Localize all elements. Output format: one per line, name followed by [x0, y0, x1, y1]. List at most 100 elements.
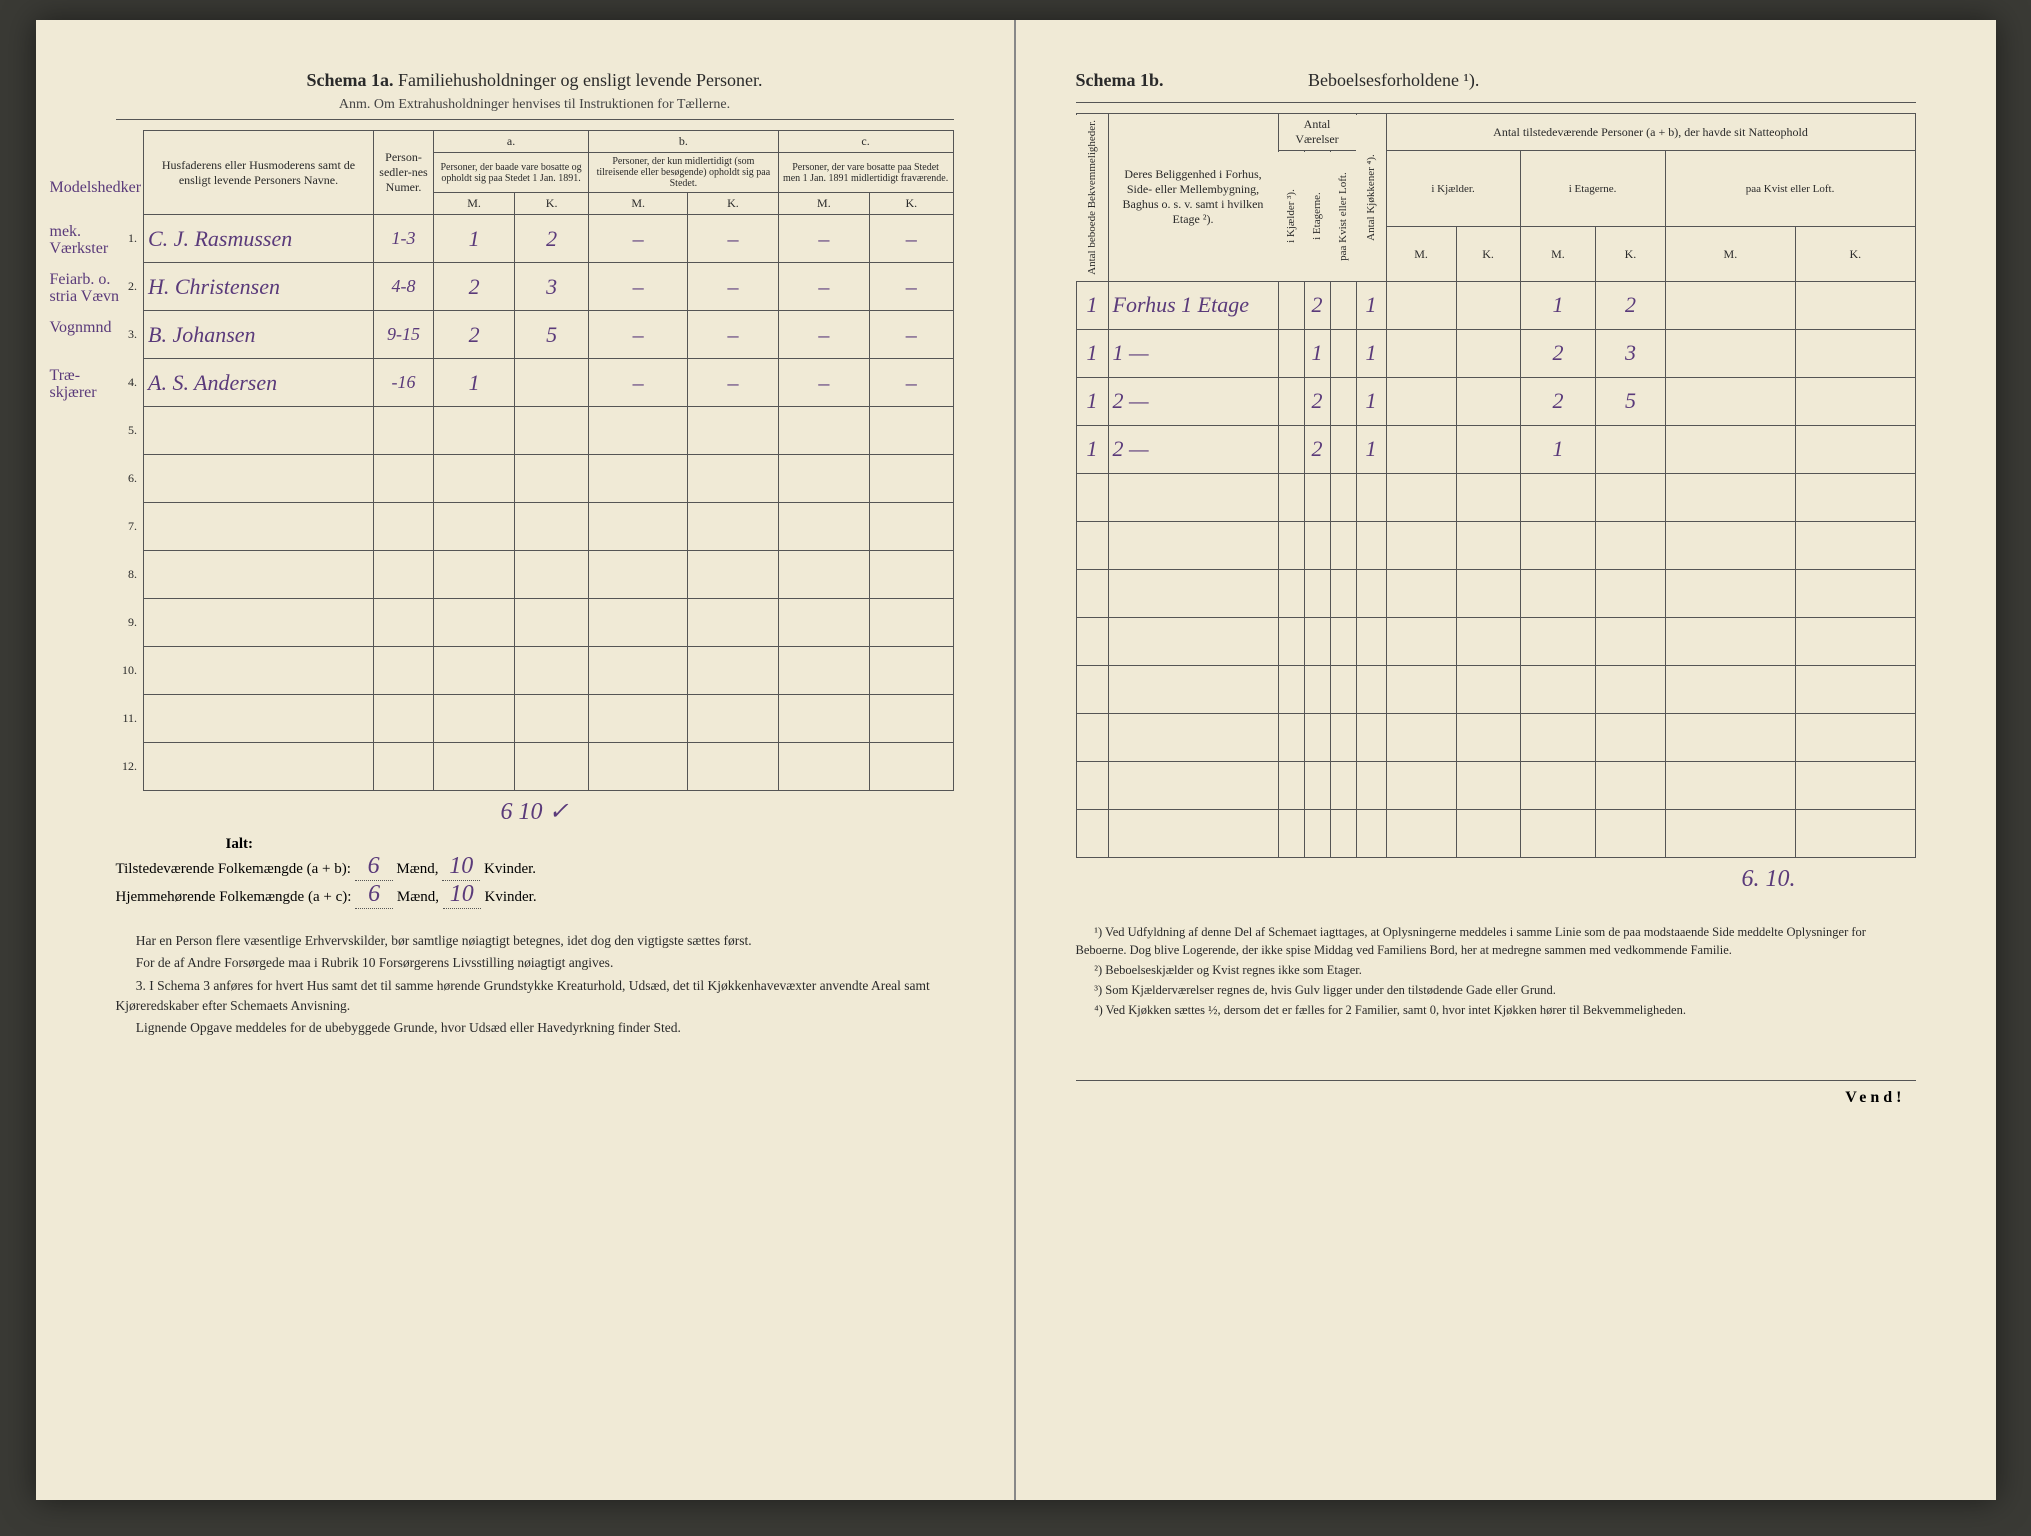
hdr-pers: Antal tilstedeværende Personer (a + b), … — [1386, 114, 1915, 151]
cell-bk: 1 — [1076, 425, 1108, 473]
t2-k: 10 — [443, 881, 481, 909]
cell-lM — [1665, 569, 1796, 617]
cell-cK: – — [870, 359, 953, 407]
margin-note: Vognmnd — [50, 320, 120, 337]
cell-aM — [434, 647, 515, 695]
table-row: 5. — [116, 407, 954, 455]
cell-lM — [1665, 665, 1796, 713]
cell-name — [144, 551, 374, 599]
cell-lK — [1796, 569, 1915, 617]
cell-bM — [589, 743, 688, 791]
cell-vL — [1330, 521, 1356, 569]
footnote-line: ²) Beboelseskjælder og Kvist regnes ikke… — [1076, 961, 1916, 979]
cell-vE — [1304, 713, 1330, 761]
cell-cK — [870, 503, 953, 551]
cell-bM — [589, 599, 688, 647]
cell-aM — [434, 407, 515, 455]
footnotes-left: Har en Person flere væsentlige Erhvervsk… — [116, 931, 954, 1038]
cell-aK — [515, 599, 589, 647]
cell-lK — [1796, 377, 1915, 425]
cell-lM — [1665, 281, 1796, 329]
cell-bK: – — [688, 359, 778, 407]
table-1a: Husfaderens eller Husmoderens samt de en… — [116, 130, 954, 791]
cell-loc — [1108, 473, 1278, 521]
footnote-line: For de af Andre Forsørgede maa i Rubrik … — [116, 953, 954, 973]
cell-kj — [1356, 473, 1386, 521]
cell-vE — [1304, 569, 1330, 617]
cell-vE: 2 — [1304, 425, 1330, 473]
cell-kK — [1456, 809, 1520, 857]
cell-vE: 2 — [1304, 281, 1330, 329]
hdr-kM: M. — [1386, 227, 1456, 282]
row-num: 2. — [116, 263, 144, 311]
cell-vK — [1278, 617, 1304, 665]
cell-lM — [1665, 473, 1796, 521]
hdr-p1: i Kjælder. — [1386, 151, 1520, 227]
cell-vK — [1278, 665, 1304, 713]
hdr-cK: K. — [870, 193, 953, 215]
cell-bk — [1076, 809, 1108, 857]
cell-lM — [1665, 521, 1796, 569]
cell-kK — [1456, 329, 1520, 377]
cell-kj — [1356, 809, 1386, 857]
cell-num: -16 — [374, 359, 434, 407]
cell-bk: 1 — [1076, 281, 1108, 329]
table-row: 1.C. J. Rasmussen1-312–––– — [116, 215, 954, 263]
cell-bM — [589, 503, 688, 551]
table-row: 4.A. S. Andersen-161–––– — [116, 359, 954, 407]
table-1a-body: 1.C. J. Rasmussen1-312––––2.H. Christens… — [116, 215, 954, 791]
row-num: 1. — [116, 215, 144, 263]
vend-label: Vend! — [1076, 1080, 1916, 1107]
cell-bk: 1 — [1076, 377, 1108, 425]
cell-kj: 1 — [1356, 329, 1386, 377]
cell-cM — [778, 647, 869, 695]
cell-eK — [1596, 473, 1665, 521]
cell-kj — [1356, 617, 1386, 665]
row-num: 3. — [116, 311, 144, 359]
cell-name — [144, 743, 374, 791]
cell-kj — [1356, 761, 1386, 809]
cell-vL — [1330, 473, 1356, 521]
ialt-label: Ialt: — [116, 836, 954, 853]
cell-lM — [1665, 329, 1796, 377]
cell-vL — [1330, 665, 1356, 713]
cell-kM — [1386, 281, 1456, 329]
hdr-loc: Deres Beliggenhed i Forhus, Side- eller … — [1108, 114, 1278, 282]
footnotes-right: ¹) Ved Udfyldning af denne Del af Schema… — [1076, 923, 1916, 1020]
margin-note: Træ-skjærer — [50, 368, 120, 402]
cell-eM — [1520, 809, 1596, 857]
hdr-lM: M. — [1665, 227, 1796, 282]
table-row: 2.H. Christensen4-823–––– — [116, 263, 954, 311]
cell-loc: Forhus 1 Etage — [1108, 281, 1278, 329]
cell-vL — [1330, 713, 1356, 761]
cell-eM: 1 — [1520, 281, 1596, 329]
cell-vK — [1278, 521, 1304, 569]
table-row — [1076, 473, 1915, 521]
cell-vL — [1330, 809, 1356, 857]
cell-loc — [1108, 809, 1278, 857]
cell-vK — [1278, 761, 1304, 809]
cell-num — [374, 455, 434, 503]
row-num: 10. — [116, 647, 144, 695]
cell-num — [374, 407, 434, 455]
cell-num — [374, 743, 434, 791]
schema-1b-prefix: Schema 1b. — [1076, 70, 1164, 90]
cell-vK — [1278, 809, 1304, 857]
margin-note-head: Modelshedker — [50, 180, 120, 197]
cell-vK — [1278, 569, 1304, 617]
footnote-line: Lignende Opgave meddeles for de ubebygge… — [116, 1018, 954, 1038]
cell-vE — [1304, 617, 1330, 665]
cell-num — [374, 647, 434, 695]
cell-aK: 3 — [515, 263, 589, 311]
cell-aK — [515, 503, 589, 551]
schema-1b-main: Beboelsesforholdene ¹). — [1308, 70, 1479, 90]
cell-num — [374, 551, 434, 599]
footnote-line: ¹) Ved Udfyldning af denne Del af Schema… — [1076, 923, 1916, 959]
cell-vL — [1330, 329, 1356, 377]
row-num: 7. — [116, 503, 144, 551]
cell-lM — [1665, 713, 1796, 761]
cell-kM — [1386, 473, 1456, 521]
cell-bk — [1076, 713, 1108, 761]
table-row: 9. — [116, 599, 954, 647]
cell-aK — [515, 551, 589, 599]
